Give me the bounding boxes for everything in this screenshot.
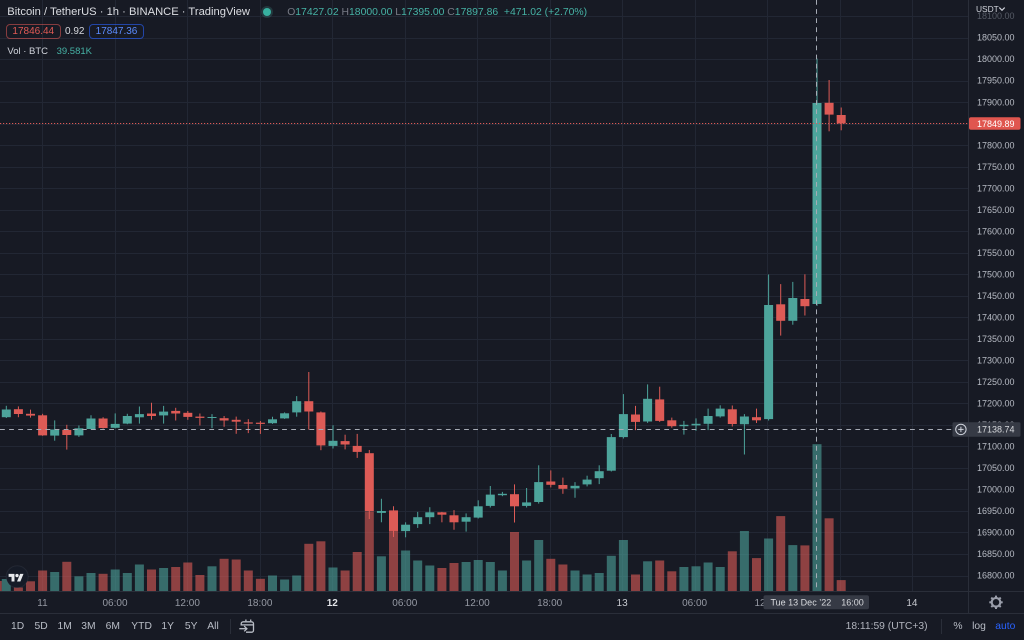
svg-text:12: 12 [327,598,339,609]
svg-text:17550.00: 17550.00 [977,248,1015,258]
svg-text:17300.00: 17300.00 [977,356,1015,366]
svg-text:USDT: USDT [976,4,999,14]
svg-text:14: 14 [906,598,918,609]
svg-text:17900.00: 17900.00 [977,97,1015,107]
svg-text:17500.00: 17500.00 [977,269,1015,279]
svg-text:17138.74: 17138.74 [977,425,1015,435]
svg-text:17700.00: 17700.00 [977,183,1015,193]
svg-text:17650.00: 17650.00 [977,205,1015,215]
svg-text:12:00: 12:00 [175,598,200,609]
svg-text:16850.00: 16850.00 [977,549,1015,559]
svg-text:17100.00: 17100.00 [977,442,1015,452]
svg-text:11: 11 [37,598,48,609]
svg-text:17050.00: 17050.00 [977,463,1015,473]
svg-text:17600.00: 17600.00 [977,226,1015,236]
svg-text:16800.00: 16800.00 [977,571,1015,581]
svg-text:18:00: 18:00 [537,598,562,609]
svg-text:18050.00: 18050.00 [977,33,1015,43]
svg-text:18000.00: 18000.00 [977,54,1015,64]
svg-text:13: 13 [617,598,629,609]
svg-text:17750.00: 17750.00 [977,162,1015,172]
svg-text:06:00: 06:00 [392,598,417,609]
svg-text:17350.00: 17350.00 [977,334,1015,344]
svg-text:17849.89: 17849.89 [977,119,1015,129]
svg-text:16900.00: 16900.00 [977,528,1015,538]
svg-text:17950.00: 17950.00 [977,76,1015,86]
svg-text:17000.00: 17000.00 [977,485,1015,495]
svg-text:17450.00: 17450.00 [977,291,1015,301]
svg-text:06:00: 06:00 [682,598,707,609]
svg-text:18100.00: 18100.00 [977,11,1015,21]
svg-text:17400.00: 17400.00 [977,313,1015,323]
svg-text:17800.00: 17800.00 [977,140,1015,150]
svg-text:17200.00: 17200.00 [977,399,1015,409]
svg-text:18:00: 18:00 [247,598,272,609]
svg-text:12:00: 12:00 [465,598,490,609]
svg-text:17250.00: 17250.00 [977,377,1015,387]
svg-text:06:00: 06:00 [102,598,127,609]
svg-text:16950.00: 16950.00 [977,506,1015,516]
svg-text:Tue 13 Dec ’22 16:00: Tue 13 Dec ’22 16:00 [771,598,864,608]
